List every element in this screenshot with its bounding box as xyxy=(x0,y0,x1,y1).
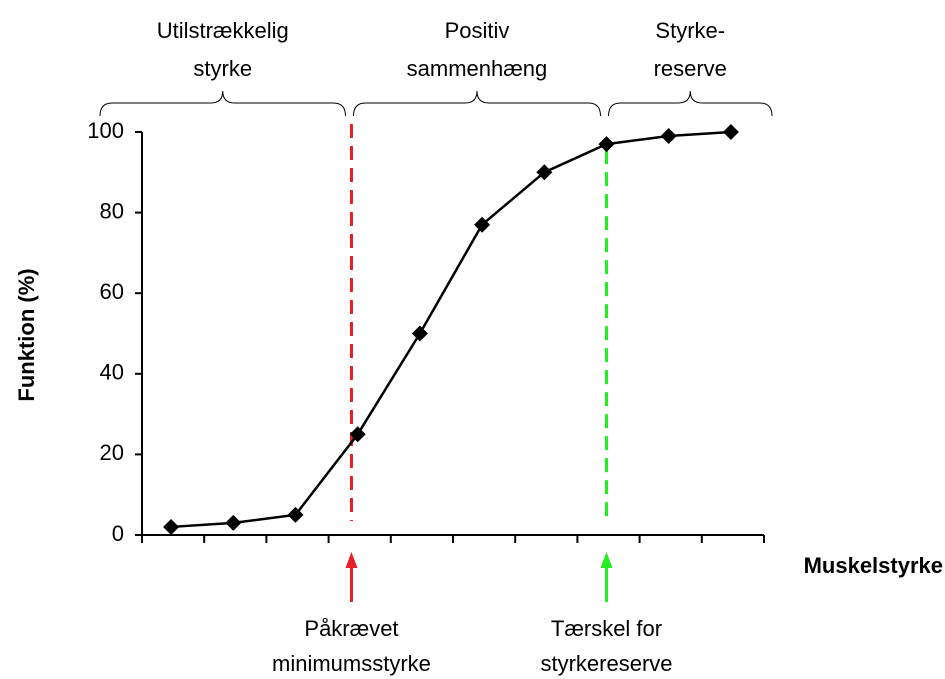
data-line xyxy=(171,130,731,529)
y-tick-label: 20 xyxy=(100,440,124,465)
data-point xyxy=(287,506,304,523)
marker-label: Tærskel for xyxy=(551,616,662,641)
region-label: sammenhæng xyxy=(407,56,548,81)
y-tick-label: 40 xyxy=(100,360,124,385)
data-point xyxy=(163,518,180,535)
y-tick-label: 0 xyxy=(112,521,124,546)
data-point xyxy=(598,136,615,153)
data-point xyxy=(225,514,242,531)
brace xyxy=(352,90,601,117)
data-point xyxy=(474,216,491,233)
region-label: styrke xyxy=(193,56,252,81)
brace xyxy=(99,90,346,117)
data-point xyxy=(411,325,428,342)
y-tick-label: 100 xyxy=(87,118,124,143)
region-label: Positiv xyxy=(445,18,510,43)
brace xyxy=(608,90,773,117)
y-axis-label: Funktion (%) xyxy=(14,268,39,401)
marker-label: styrkereserve xyxy=(540,651,672,676)
region-label: Styrke- xyxy=(655,18,725,43)
data-point xyxy=(722,124,739,140)
marker-arrow-head xyxy=(345,552,358,568)
data-point xyxy=(349,426,366,443)
y-tick-label: 60 xyxy=(100,279,124,304)
marker-label: minimumsstyrke xyxy=(272,651,431,676)
data-point xyxy=(660,128,677,145)
region-label: Utilstrækkelig xyxy=(157,18,289,43)
marker-arrow-head xyxy=(600,552,613,568)
region-label: reserve xyxy=(654,56,727,81)
marker-label: Påkrævet xyxy=(304,616,398,641)
data-point xyxy=(536,164,553,181)
y-tick-label: 80 xyxy=(100,198,124,223)
x-axis-label: Muskelstyrke xyxy=(804,553,943,578)
